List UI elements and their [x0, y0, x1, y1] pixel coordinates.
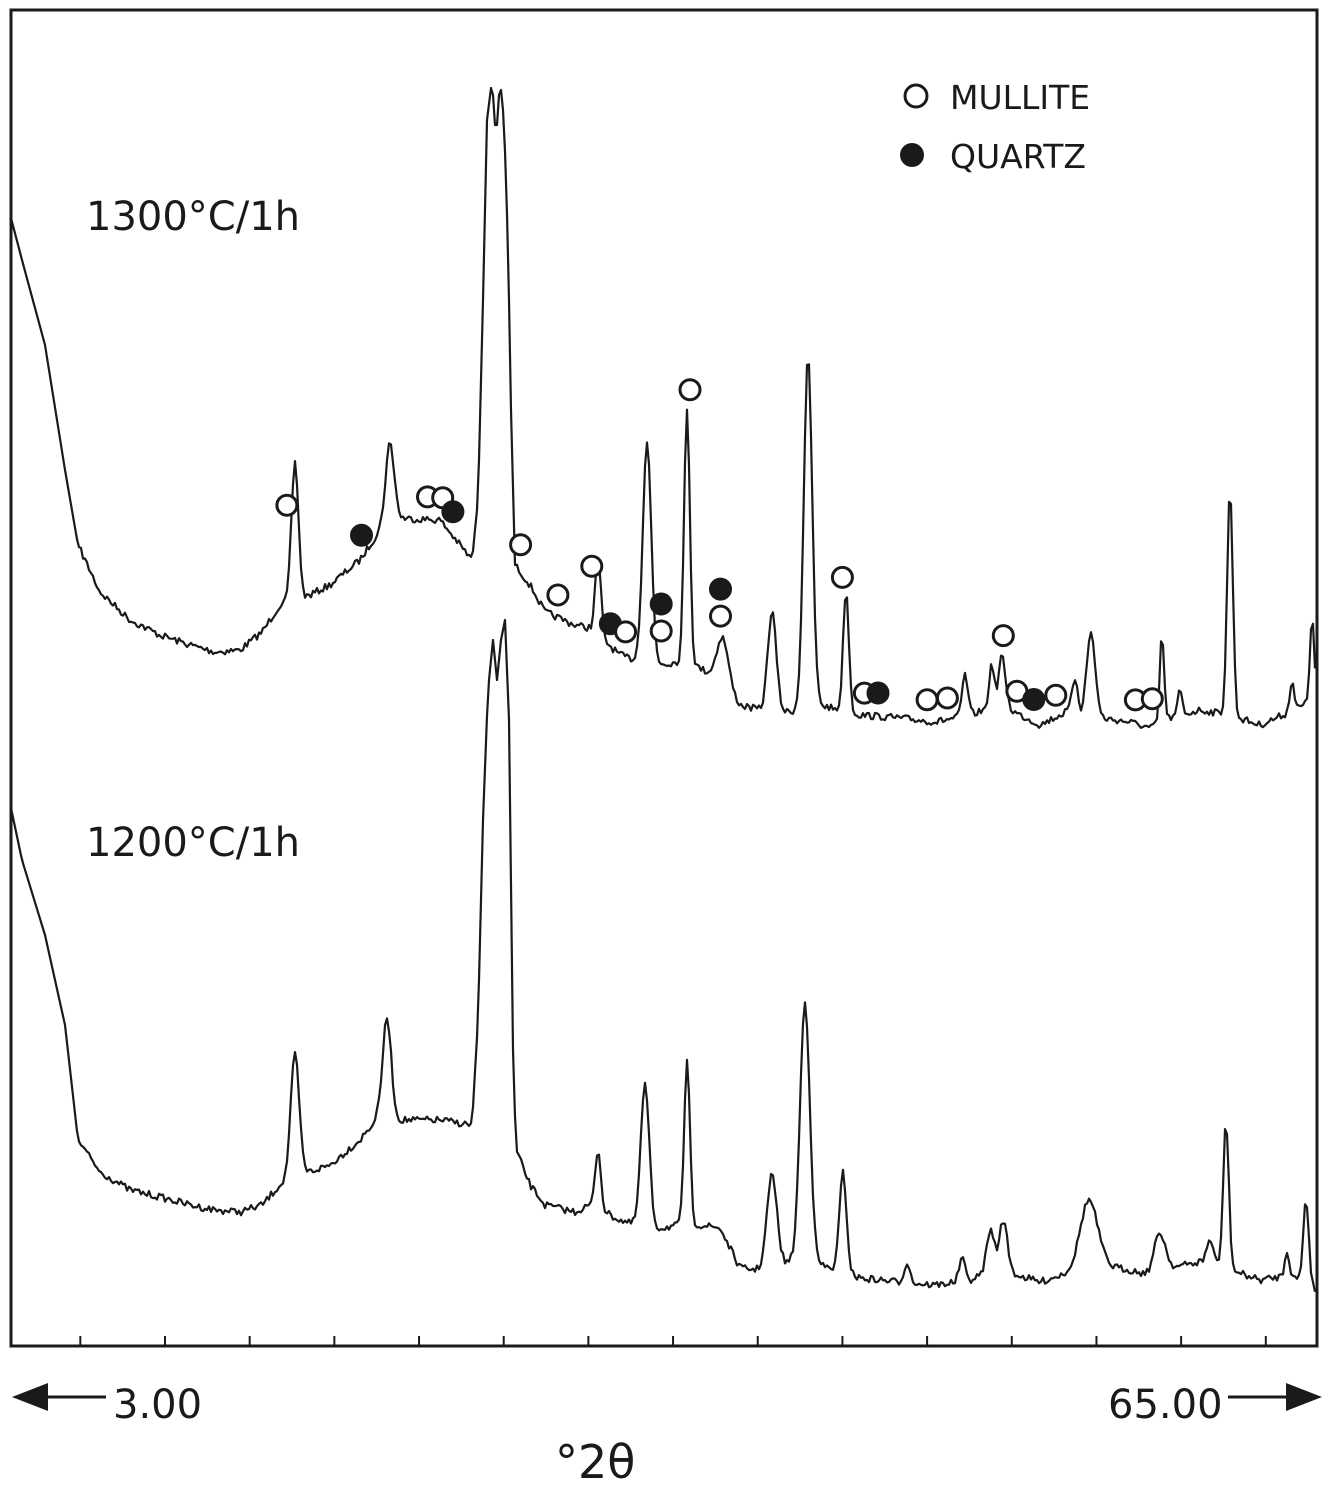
series-label-1300: 1300°C/1h: [86, 194, 300, 240]
mullite-peak-marker: [649, 619, 673, 643]
x-axis-ticks: [79, 1336, 1267, 1346]
left-arrow-icon: [12, 1383, 48, 1411]
trace-1200: [9, 618, 1317, 1293]
mullite-peak-marker: [830, 565, 854, 589]
series-label-1200: 1200°C/1h: [86, 820, 300, 866]
x-axis-label: °2θ: [555, 1435, 635, 1489]
quartz-peak-marker: [709, 577, 732, 601]
quartz-peak-marker: [350, 523, 373, 547]
mullite-peak-marker: [1044, 683, 1068, 707]
mullite-peak-marker: [275, 493, 299, 517]
mullite-peak-marker: [509, 533, 533, 557]
plot-frame: [9, 8, 1319, 1348]
mullite-peak-marker: [991, 624, 1015, 648]
x-range-end: 65.00: [1108, 1382, 1322, 1428]
quartz-peak-marker: [441, 500, 465, 524]
quartz-peak-marker: [866, 681, 890, 705]
legend-mullite-label: MULLITE: [950, 78, 1090, 117]
legend-quartz-marker: [900, 143, 924, 167]
legend: MULLITE QUARTZ: [900, 78, 1090, 176]
x-end-label: 65.00: [1108, 1382, 1223, 1428]
mullite-peak-marker: [915, 688, 939, 712]
mullite-peak-marker: [580, 554, 604, 578]
mullite-peak-marker: [614, 620, 638, 644]
x-range-start: 3.00: [12, 1382, 202, 1428]
traces-layer: [9, 86, 1317, 1293]
quartz-peak-marker: [1022, 688, 1046, 711]
right-arrow-icon: [1286, 1383, 1322, 1411]
mullite-peak-marker: [678, 378, 702, 402]
phase-markers: [275, 378, 1164, 712]
mullite-peak-marker: [709, 604, 732, 628]
trace-1300: [9, 86, 1317, 729]
x-start-label: 3.00: [113, 1382, 202, 1428]
legend-mullite-marker: [903, 83, 929, 109]
mullite-peak-marker: [1140, 687, 1164, 711]
quartz-peak-marker: [649, 592, 673, 616]
legend-quartz-label: QUARTZ: [950, 137, 1086, 176]
mullite-peak-marker: [935, 686, 959, 710]
mullite-peak-marker: [546, 583, 570, 607]
